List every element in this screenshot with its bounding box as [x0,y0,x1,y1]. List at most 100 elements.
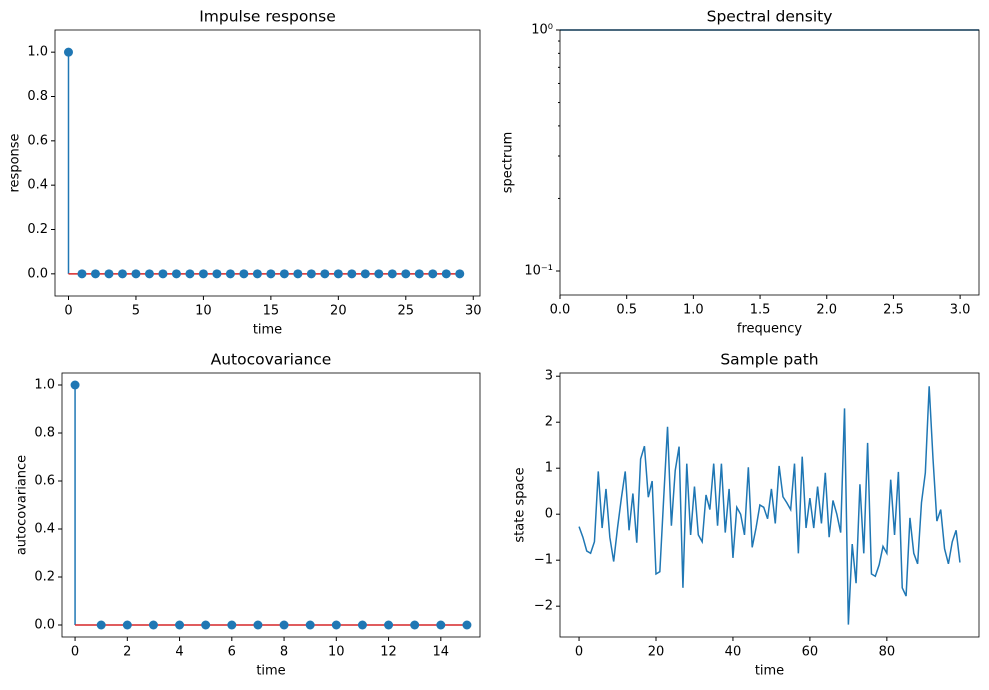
y-tick-label: 0.6 [27,133,48,148]
x-tick-label: 10 [195,304,212,319]
x-tick-label: 2 [123,645,131,660]
axes-frame [54,29,481,297]
stem-marker [306,269,316,279]
x-tick-label: 2.0 [816,303,837,318]
y-tick-label: 10⁰ [531,23,553,38]
y-tick-label: 1.0 [34,378,55,393]
stem-marker [462,620,472,630]
x-tick-label: 15 [263,304,280,319]
y-tick-label: 0.8 [34,426,55,441]
stem-marker [428,269,438,279]
axes-frame [559,372,980,638]
stem-marker [63,47,73,57]
stem-marker [414,269,424,279]
x-tick-label: 80 [879,645,896,660]
y-tick-label: −1 [534,553,553,568]
stem-marker [70,380,80,390]
stem-marker [117,269,127,279]
stem-marker [185,269,195,279]
y-tick-label: 1 [545,461,553,476]
y-tick-label: −2 [534,599,553,614]
y-tick-label: 3 [545,369,553,384]
stem-marker [131,269,141,279]
x-tick-label: 60 [802,645,819,660]
chart-title: Impulse response [199,8,336,26]
x-tick-label: 0 [575,645,583,660]
y-axis-label: state space [513,467,528,542]
x-axis-label: time [253,323,282,338]
stem-marker [171,269,181,279]
stem-marker [387,269,397,279]
stem-marker [401,269,411,279]
stem-marker [144,269,154,279]
stem-marker [227,620,237,630]
y-tick-label: 0.4 [27,178,48,193]
stem-marker [331,620,341,630]
stem-marker [158,269,168,279]
x-tick-label: 1.0 [683,303,704,318]
y-tick-label: 0.4 [34,522,55,537]
x-axis-label: frequency [737,322,803,337]
stem-marker [175,620,185,630]
x-tick-label: 3.0 [950,303,971,318]
x-tick-label: 6 [228,645,236,660]
y-tick-label: 10⁻¹ [524,263,553,278]
stem-marker [305,620,315,630]
chart-title: Autocovariance [211,351,332,369]
x-tick-label: 25 [398,304,415,319]
x-tick-label: 8 [280,645,288,660]
stem-marker [201,620,211,630]
stem-marker [384,620,394,630]
y-axis-label: response [8,133,23,192]
stem-marker [279,620,289,630]
stem-marker [77,269,87,279]
stem-marker [253,620,263,630]
stem-marker [198,269,208,279]
axes-frame [559,29,980,296]
y-tick-label: 0.2 [27,222,48,237]
stem-marker [441,269,451,279]
y-axis-label: autocovariance [15,455,30,555]
stem-marker [266,269,276,279]
x-tick-label: 12 [380,645,397,660]
x-tick-label: 0 [71,645,79,660]
y-axis-label: spectrum [501,132,516,194]
x-tick-label: 20 [648,645,665,660]
y-tick-label: 0.8 [27,89,48,104]
x-tick-label: 40 [725,645,742,660]
stem-marker [347,269,357,279]
line [578,386,961,625]
y-tick-label: 1.0 [27,45,48,60]
x-tick-label: 20 [330,304,347,319]
x-tick-label: 0.0 [550,303,571,318]
x-tick-label: 14 [433,645,450,660]
y-tick-label: 0 [545,507,553,522]
stem-marker [212,269,222,279]
stem-marker [90,269,100,279]
stem-marker [360,269,370,279]
stem-marker [374,269,384,279]
stem-marker [104,269,114,279]
x-tick-label: 0.5 [616,303,637,318]
chart-title: Sample path [720,351,818,369]
y-tick-label: 2 [545,415,553,430]
x-tick-label: 1.5 [750,303,771,318]
x-tick-label: 5 [132,304,140,319]
x-tick-label: 10 [328,645,345,660]
stem-marker [96,620,106,630]
x-axis-label: time [256,664,285,679]
y-tick-label: 0.0 [34,618,55,633]
axes-frame [61,372,481,638]
x-tick-label: 0 [64,304,72,319]
y-tick-label: 0.0 [27,266,48,281]
stem-marker [357,620,367,630]
y-tick-label: 0.2 [34,570,55,585]
stem-marker [436,620,446,630]
x-axis-label: time [755,664,784,679]
stem-marker [279,269,289,279]
x-tick-label: 4 [175,645,183,660]
stem-marker [293,269,303,279]
stem-marker [252,269,262,279]
